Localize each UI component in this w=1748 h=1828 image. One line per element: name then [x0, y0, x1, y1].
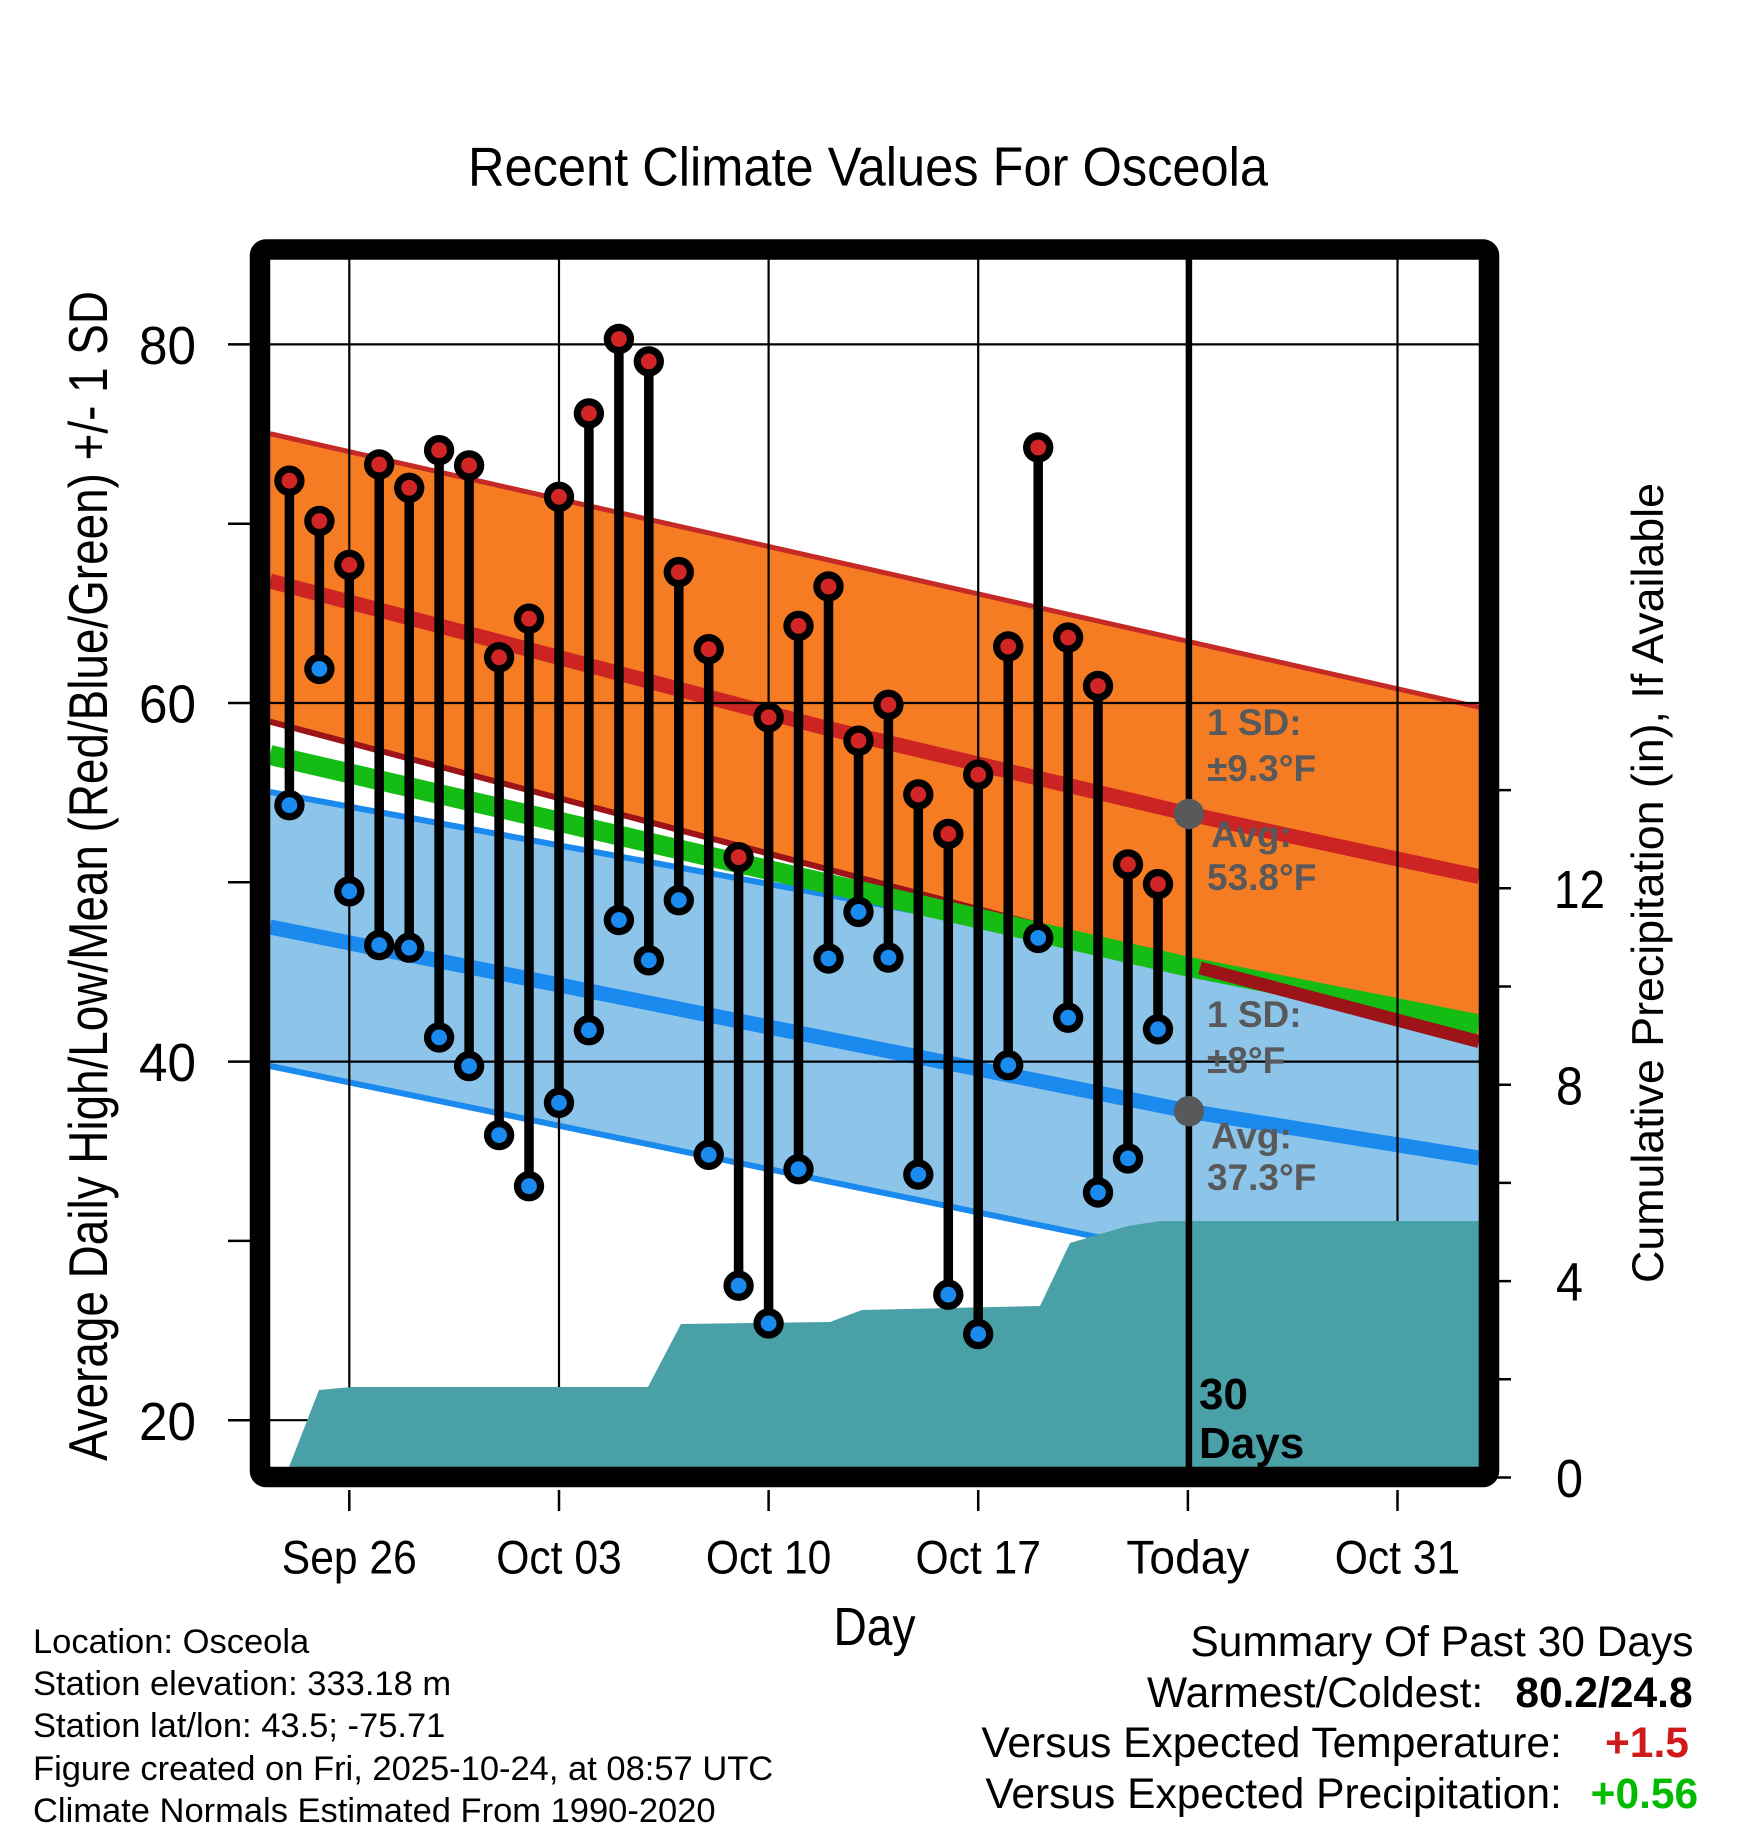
- svg-text:1 SD:: 1 SD:: [1207, 994, 1302, 1035]
- svg-text:Days: Days: [1199, 1419, 1304, 1468]
- svg-text:Today: Today: [1126, 1532, 1249, 1585]
- svg-text:Avg:: Avg:: [1211, 1116, 1292, 1157]
- svg-text:20: 20: [139, 1392, 196, 1452]
- svg-text:1 SD:: 1 SD:: [1207, 702, 1302, 743]
- svg-text:Sep 26: Sep 26: [282, 1532, 417, 1585]
- svg-text:37.3°F: 37.3°F: [1207, 1157, 1316, 1198]
- svg-text:Oct 17: Oct 17: [915, 1532, 1041, 1585]
- svg-text:Summary Of Past 30 Days: Summary Of Past 30 Days: [1190, 1619, 1693, 1666]
- svg-text:Oct 03: Oct 03: [496, 1532, 622, 1585]
- svg-text:Figure created on Fri, 2025-10: Figure created on Fri, 2025-10-24, at 08…: [33, 1750, 773, 1788]
- svg-text:60: 60: [139, 675, 196, 735]
- svg-text:+0.56: +0.56: [1591, 1771, 1699, 1818]
- svg-text:Oct 31: Oct 31: [1335, 1532, 1461, 1585]
- svg-text:±9.3°F: ±9.3°F: [1207, 748, 1316, 789]
- svg-text:80: 80: [139, 316, 196, 376]
- svg-text:Location: Osceola: Location: Osceola: [33, 1623, 310, 1661]
- svg-text:0: 0: [1556, 1449, 1583, 1509]
- svg-text:+1.5: +1.5: [1605, 1720, 1689, 1767]
- svg-text:Station elevation: 333.18 m: Station elevation: 333.18 m: [33, 1665, 451, 1703]
- svg-text:Recent Climate Values For Osce: Recent Climate Values For Osceola: [468, 136, 1268, 198]
- svg-text:40: 40: [139, 1033, 196, 1093]
- svg-text:Day: Day: [834, 1597, 916, 1657]
- svg-text:8: 8: [1556, 1056, 1583, 1116]
- svg-text:53.8°F: 53.8°F: [1207, 857, 1316, 898]
- svg-text:Versus Expected Temperature:: Versus Expected Temperature:: [981, 1720, 1561, 1767]
- svg-text:12: 12: [1554, 860, 1605, 920]
- svg-text:Avg:: Avg:: [1211, 814, 1292, 855]
- svg-text:Cumulative Precipitation (in),: Cumulative Precipitation (in), If Availa…: [1624, 483, 1673, 1283]
- svg-text:Oct 10: Oct 10: [706, 1532, 832, 1585]
- svg-text:80.2/24.8: 80.2/24.8: [1515, 1670, 1692, 1717]
- svg-text:Versus Expected Precipitation:: Versus Expected Precipitation:: [985, 1771, 1561, 1818]
- svg-text:Average Daily High/Low/Mean (R: Average Daily High/Low/Mean (Red/Blue/Gr…: [57, 291, 119, 1461]
- svg-text:Station lat/lon: 43.5; -75.71: Station lat/lon: 43.5; -75.71: [33, 1707, 445, 1745]
- svg-text:30: 30: [1199, 1370, 1248, 1419]
- svg-text:±8°F: ±8°F: [1207, 1040, 1285, 1081]
- svg-text:4: 4: [1556, 1253, 1583, 1313]
- svg-text:Climate Normals Estimated From: Climate Normals Estimated From 1990-2020: [33, 1792, 716, 1828]
- svg-text:Warmest/Coldest:: Warmest/Coldest:: [1147, 1670, 1483, 1717]
